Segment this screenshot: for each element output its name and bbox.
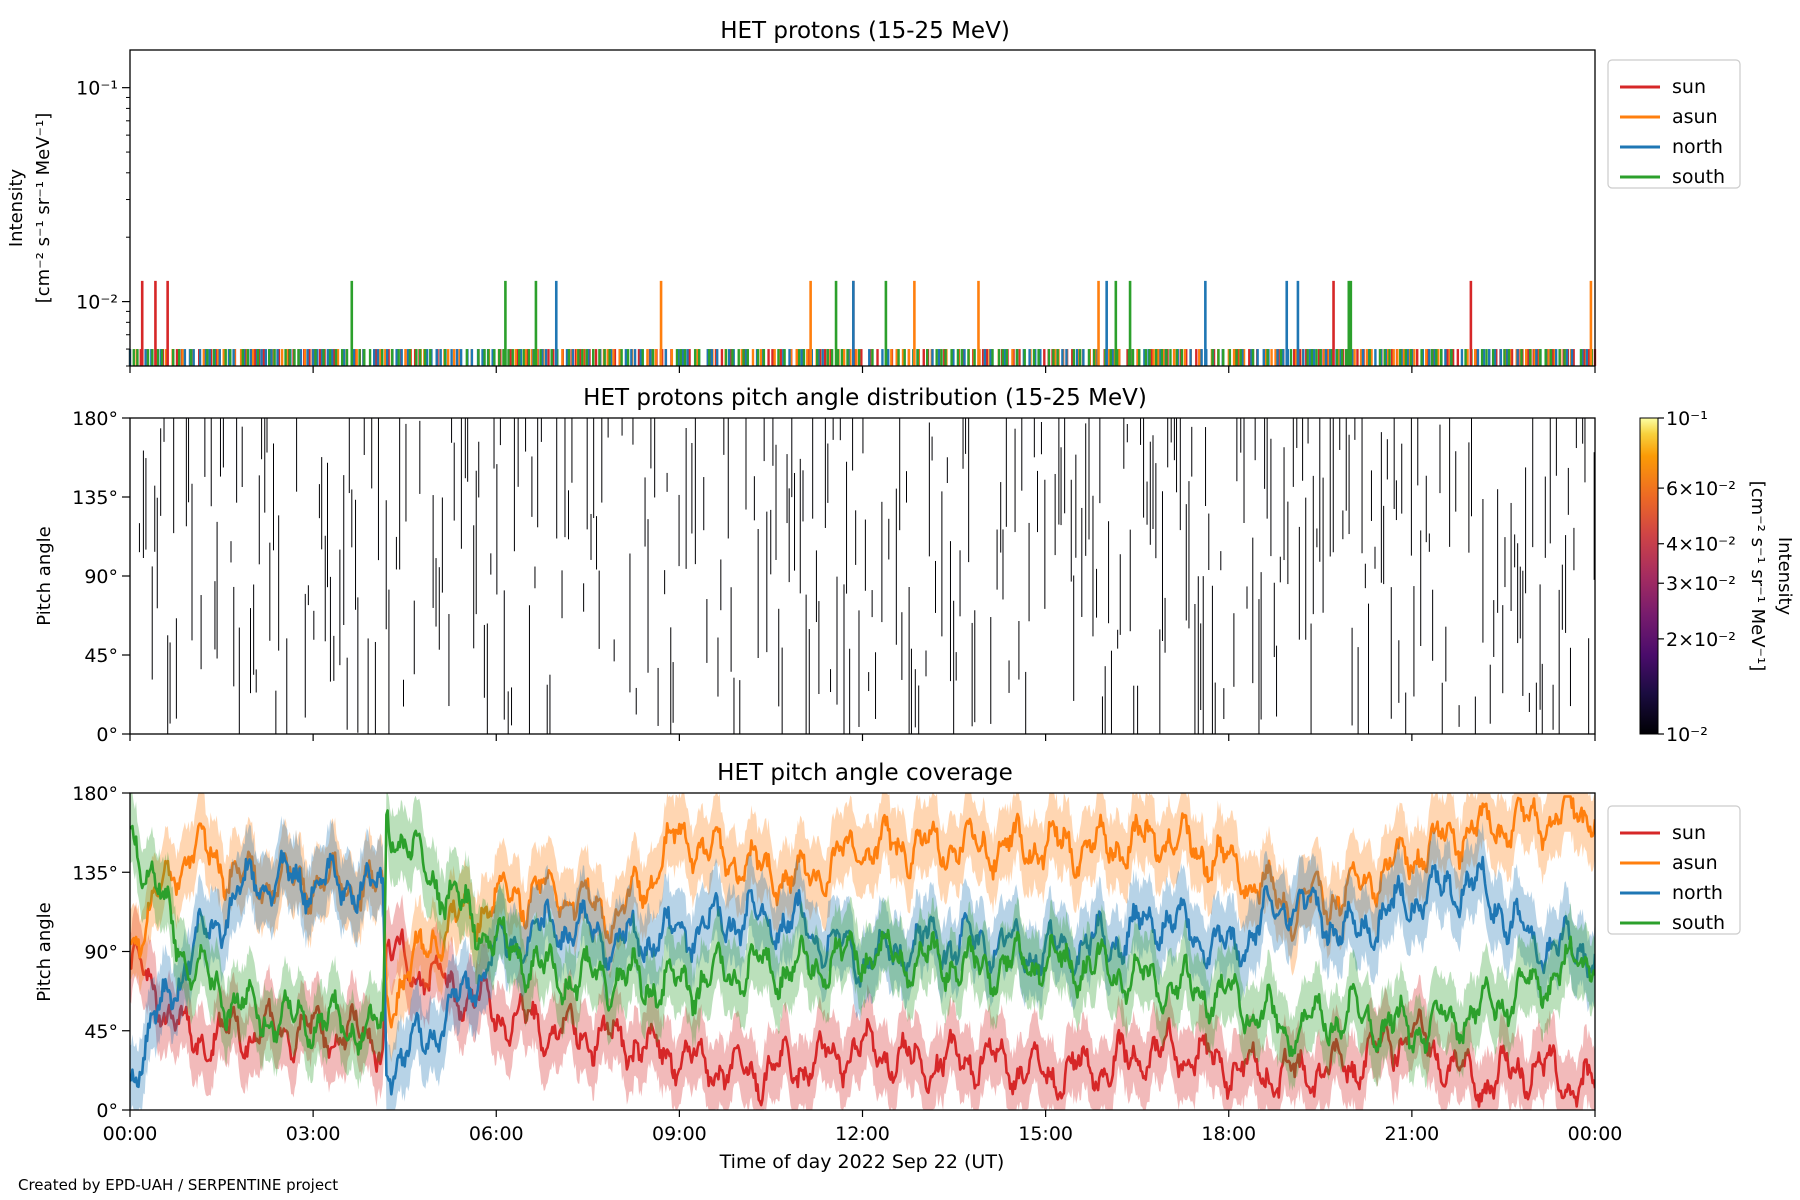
legend-label-north: north: [1672, 136, 1723, 158]
legend-label-asun: asun: [1672, 852, 1718, 874]
pitch-angle-tick-label: 135°: [72, 862, 118, 884]
panel3-ylabel: Pitch angle: [34, 902, 55, 1001]
panel1-title: HET protons (15-25 MeV): [720, 18, 1010, 44]
time-tick-label: 18:00: [1201, 1123, 1256, 1145]
panel-coverage: HET pitch angle coverage 0° 45° 90° 135° 180…: [34, 760, 1741, 1173]
colorbar-tick-label: 2×10⁻²: [1666, 629, 1736, 651]
band-sun: [130, 894, 1595, 1110]
colorbar-tick-label: 6×10⁻²: [1666, 478, 1736, 500]
time-tick-label: 12:00: [835, 1123, 890, 1145]
colorbar-tick-label: 4×10⁻²: [1666, 534, 1736, 556]
legend-label-south: south: [1672, 166, 1725, 188]
panel1-axes: 10⁻¹ 10⁻²: [76, 78, 1596, 373]
colorbar-tick-label: 10⁻¹: [1666, 408, 1708, 430]
pitch-angle-tick-label: 90°: [84, 942, 118, 964]
spikes-asun: [659, 280, 1593, 366]
pitch-angle-tick-label: 0°: [96, 724, 118, 746]
line-south: [130, 809, 1595, 1057]
panel-intensity: HET protons (15-25 MeV) 10⁻¹ 10⁻² Intensi…: [6, 18, 1741, 373]
panel1-yunits: [cm⁻² s⁻¹ sr⁻¹ MeV⁻¹]: [33, 113, 54, 304]
pitch-angle-tick-label: 180°: [72, 408, 118, 430]
panel1-ytick-label: 10⁻²: [76, 292, 118, 314]
panel3-title: HET pitch angle coverage: [717, 760, 1013, 786]
band-asun: [130, 793, 1595, 1063]
credit-text: Created by EPD-UAH / SERPENTINE project: [18, 1176, 339, 1194]
time-tick-label: 00:00: [1568, 1123, 1623, 1145]
panel2-heatmap: [129, 418, 1595, 734]
time-tick-label: 06:00: [469, 1123, 524, 1145]
panel3-series: [130, 793, 1595, 1110]
panel1-spikes: [128, 280, 1597, 366]
panel1-legend: sun asun north south: [1607, 59, 1741, 189]
x-axis-label: Time of day 2022 Sep 22 (UT): [719, 1151, 1005, 1173]
band-south: [130, 793, 1595, 1091]
time-tick-label: 15:00: [1018, 1123, 1073, 1145]
legend-label-north: north: [1672, 882, 1723, 904]
colorbar-ticks: 10⁻¹ 6×10⁻² 4×10⁻² 3×10⁻² 2×10⁻² 10⁻²: [1658, 408, 1736, 746]
spikes-north: [554, 280, 1300, 366]
panel1-ytick-label: 10⁻¹: [76, 78, 118, 100]
panel3-axes: 0° 45° 90° 135° 180° 00:00 03:00 06:00 09:00 12:0…: [72, 783, 1622, 1145]
panel1-ylabel: Intensity: [6, 168, 27, 247]
panel2-axes: 0° 45° 90° 135° 180°: [72, 408, 1596, 746]
pad-pixels: [129, 418, 1595, 734]
pitch-angle-tick-label: 135°: [72, 487, 118, 509]
legend-label-asun: asun: [1672, 106, 1718, 128]
pitch-angle-tick-label: 90°: [84, 566, 118, 588]
panel2-title: HET protons pitch angle distribution (15…: [583, 385, 1147, 411]
panel3-legend: sun asun north south: [1607, 805, 1741, 935]
pitch-angle-tick-label: 45°: [84, 1021, 118, 1043]
panel-pad: HET protons pitch angle distribution (15…: [34, 385, 1795, 746]
time-tick-label: 00:00: [103, 1123, 158, 1145]
colorbar-tick-label: 10⁻²: [1666, 724, 1708, 746]
spikes-sun: [140, 280, 1473, 366]
pitch-angle-tick-label: 0°: [96, 1100, 118, 1122]
legend-label-south: south: [1672, 912, 1725, 934]
series-sun: [130, 894, 1595, 1110]
pitch-angle-tick-label: 45°: [84, 645, 118, 667]
legend-label-sun: sun: [1672, 822, 1706, 844]
colorbar-units: [cm⁻² s⁻¹ sr⁻¹ MeV⁻¹]: [1747, 481, 1768, 672]
time-tick-label: 09:00: [652, 1123, 707, 1145]
legend-label-sun: sun: [1672, 76, 1706, 98]
colorbar-label: Intensity: [1774, 537, 1795, 616]
panel2-ylabel: Pitch angle: [34, 526, 55, 625]
spikes-south: [350, 280, 1353, 366]
time-tick-label: 21:00: [1384, 1123, 1439, 1145]
line-sun: [130, 928, 1595, 1108]
series-south: [130, 793, 1595, 1091]
colorbar: [1639, 417, 1659, 735]
colorbar-tick-label: 3×10⁻²: [1666, 573, 1736, 595]
time-tick-label: 03:00: [286, 1123, 341, 1145]
pitch-angle-tick-label: 180°: [72, 783, 118, 805]
